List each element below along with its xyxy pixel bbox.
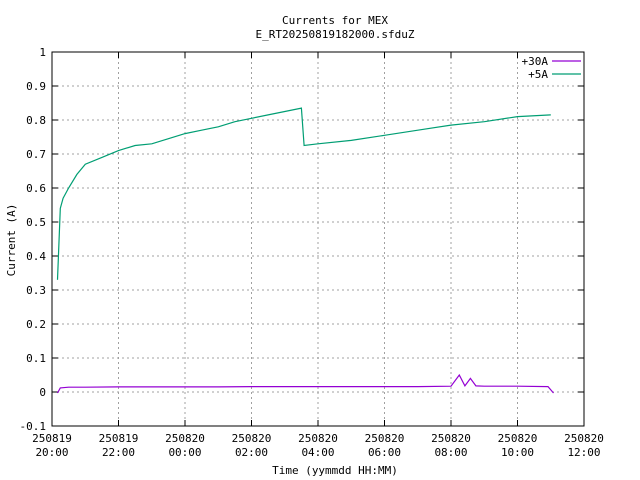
y-tick-label: 0.6 [26, 182, 46, 195]
x-tick-time-label: 08:00 [434, 446, 467, 459]
x-tick-time-label: 00:00 [168, 446, 201, 459]
y-tick-label: 0.9 [26, 80, 46, 93]
x-tick-time-label: 12:00 [567, 446, 600, 459]
y-tick-label: 1 [39, 46, 46, 59]
x-axis-label: Time (yymmdd HH:MM) [272, 464, 398, 477]
y-axis-label: Current (A) [5, 204, 18, 277]
x-tick-date-label: 250820 [298, 432, 338, 445]
chart-title: Currents for MEX [282, 14, 388, 27]
chart-subtitle: E_RT20250819182000.sfduZ [256, 28, 415, 41]
x-tick-time-label: 10:00 [501, 446, 534, 459]
x-tick-date-label: 250820 [232, 432, 272, 445]
y-tick-label: 0.8 [26, 114, 46, 127]
x-tick-time-label: 20:00 [35, 446, 68, 459]
legend-label: +30A [522, 55, 549, 68]
y-tick-label: -0.1 [20, 420, 47, 433]
y-tick-label: 0.7 [26, 148, 46, 161]
x-tick-time-label: 22:00 [102, 446, 135, 459]
grid-lines [52, 52, 584, 426]
x-tick-time-label: 02:00 [235, 446, 268, 459]
series-line-5A [56, 107, 551, 280]
x-tick-date-label: 250820 [564, 432, 604, 445]
y-tick-label: 0.3 [26, 284, 46, 297]
y-axis-ticks: -0.1 0 0.1 0.2 0.3 0.4 0.5 0.6 0.7 0.8 0.9 1 [20, 46, 584, 433]
plot-frame [51, 51, 585, 427]
x-tick-time-label: 04:00 [301, 446, 334, 459]
y-tick-label: 0 [39, 386, 46, 399]
series-layer [56, 107, 554, 394]
x-tick-date-label: 250820 [165, 432, 205, 445]
x-tick-date-label: 250820 [365, 432, 405, 445]
x-tick-date-label: 250819 [99, 432, 139, 445]
legend-label: +5A [528, 68, 548, 81]
series-line-30A [56, 373, 554, 394]
x-tick-date-label: 250820 [498, 432, 538, 445]
x-tick-time-label: 06:00 [368, 446, 401, 459]
y-tick-label: 0.5 [26, 216, 46, 229]
legend: +30A+5A [522, 55, 581, 81]
y-tick-label: 0.1 [26, 352, 46, 365]
y-tick-label: 0.2 [26, 318, 46, 331]
y-tick-label: 0.4 [26, 250, 46, 263]
x-axis-ticks: 25081920:0025081922:0025082000:002508200… [32, 52, 604, 459]
x-tick-date-label: 250819 [32, 432, 72, 445]
x-tick-date-label: 250820 [431, 432, 471, 445]
